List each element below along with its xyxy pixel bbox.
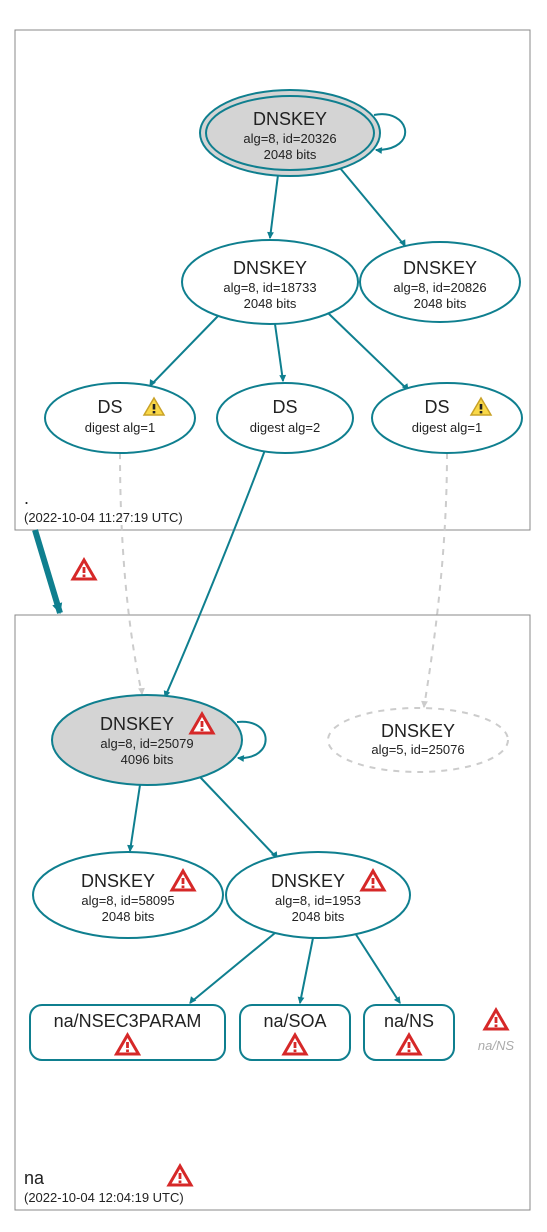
node-na_dangling-text: DNSKEY [381,721,455,741]
node-ds_left-text: digest alg=1 [85,420,155,435]
zone-na-timestamp: (2022-10-04 12:04:19 UTC) [24,1190,184,1205]
edge-root-to-20826 [340,168,405,246]
node-na_ksk-text: 4096 bits [121,752,174,767]
record-ns-label: na/NS [384,1011,434,1031]
na-ns-extra-error-icon [485,1010,507,1029]
node-zsk_20826-text: DNSKEY [403,258,477,278]
node-na_ksk-text: DNSKEY [100,714,174,734]
node-na_zsk_58095-text: alg=8, id=58095 [81,893,174,908]
delegation-error-icon [73,560,95,579]
record-soa: na/SOA [240,1005,350,1060]
node-ds_right: DS digest alg=1 [372,383,522,453]
edge-dsM-to-naKSK [165,450,265,697]
edge-naKSK-to-58095 [130,785,140,851]
edge-dsL-to-naKSK [120,453,142,694]
node-zsk_20826: DNSKEY alg=8, id=208262048 bits [360,242,520,322]
node-na_zsk_58095-text: DNSKEY [81,871,155,891]
node-ds_left-text: DS [97,397,122,417]
edge-root-to-18733 [270,175,278,238]
node-zsk_20826-text: alg=8, id=20826 [393,280,486,295]
zone-labels: . (2022-10-04 11:27:19 UTC) na (2022-10-04 … [24,488,514,1205]
record-ns: na/NS [364,1005,454,1060]
node-na_zsk_1953: DNSKEY alg=8, id=19532048 bits [226,852,410,938]
na-ns-extra-label: na/NS [478,1038,514,1053]
edge-1953-to-nsec3 [190,933,275,1003]
edge-18733-to-dsM [275,324,283,381]
zone-na-error-icon [169,1166,191,1185]
node-ds_left: DS digest alg=1 [45,383,195,453]
node-zsk_18733-text: DNSKEY [233,258,307,278]
node-na_zsk_1953-text: 2048 bits [292,909,345,924]
node-root_ksk: DNSKEY alg=8, id=203262048 bits [200,90,380,176]
record-soa-label: na/SOA [263,1011,326,1031]
record-nsec3: na/NSEC3PARAM [30,1005,225,1060]
node-ds_mid-text: DS [272,397,297,417]
node-ds_right-text: DS [424,397,449,417]
node-zsk_18733-text: 2048 bits [244,296,297,311]
node-zsk_18733: DNSKEY alg=8, id=187332048 bits [182,240,358,324]
node-ds_mid-text: digest alg=2 [250,420,320,435]
node-ds_right-text: digest alg=1 [412,420,482,435]
node-na_zsk_58095: DNSKEY alg=8, id=580952048 bits [33,852,223,938]
edge-1953-to-ns [355,933,400,1003]
node-ds_mid: DS digest alg=2 [217,383,353,453]
edge-top-to-bottom-heavy [35,530,60,613]
edge-dsR-to-naDang [424,453,447,707]
record-nsec3-label: na/NSEC3PARAM [54,1011,202,1031]
node-root_ksk-text: 2048 bits [264,147,317,162]
node-na_ksk-text: alg=8, id=25079 [100,736,193,751]
node-na_zsk_1953-text: DNSKEY [271,871,345,891]
node-na_zsk_1953-text: alg=8, id=1953 [275,893,361,908]
zone-root-timestamp: (2022-10-04 11:27:19 UTC) [24,510,183,525]
node-zsk_20826-text: 2048 bits [414,296,467,311]
node-na_ksk: DNSKEY alg=8, id=250794096 bits [52,695,242,785]
node-root_ksk-text: alg=8, id=20326 [243,131,336,146]
node-na_zsk_58095-text: 2048 bits [102,909,155,924]
dnssec-diagram: DNSKEYalg=8, id=203262048 bitsDNSKEYalg=… [0,0,547,1232]
zone-root-title: . [24,488,29,508]
edge-18733-to-dsR [328,313,408,390]
edge-1953-to-soa [300,938,313,1003]
edge-18733-to-dsL [150,316,218,386]
zone-na-title: na [24,1168,45,1188]
node-zsk_18733-text: alg=8, id=18733 [223,280,316,295]
node-na_dangling: DNSKEYalg=5, id=25076 [328,708,508,772]
edge-naKSK-to-1953 [200,777,277,858]
records: na/NSEC3PARAM na/SOA na/NS [30,1005,454,1060]
node-root_ksk-text: DNSKEY [253,109,327,129]
node-na_dangling-text: alg=5, id=25076 [371,742,464,757]
